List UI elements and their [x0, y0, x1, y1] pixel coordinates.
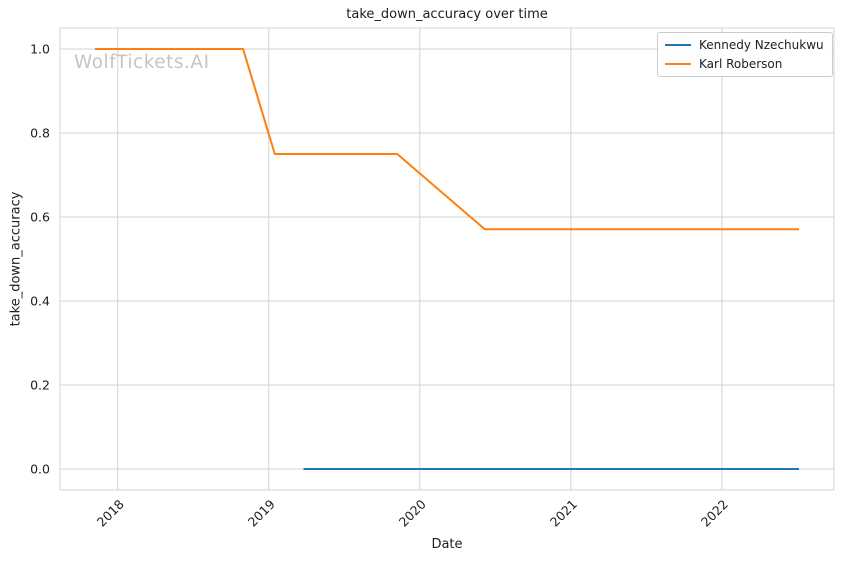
plot-border: [59, 27, 835, 491]
y-tick-label: 0.8: [30, 125, 50, 140]
legend-item: Karl Roberson: [665, 56, 824, 72]
x-tick-label: 2021: [547, 497, 580, 530]
y-tick-label: 0.2: [30, 377, 50, 392]
series-line-karl-roberson: [95, 48, 799, 231]
x-axis-label: Date: [431, 537, 463, 552]
legend-item: Kennedy Nzechukwu: [665, 37, 824, 53]
x-tick-label: 2020: [396, 496, 429, 529]
legend-label: Kennedy Nzechukwu: [699, 38, 824, 52]
x-tick-label: 2019: [245, 496, 278, 529]
legend-line-swatch: [665, 44, 691, 46]
legend: Kennedy Nzechukwu Karl Roberson: [657, 32, 833, 77]
y-tick-label: 0.4: [30, 293, 50, 308]
x-tick-label: 2018: [94, 496, 127, 529]
chart-title: take_down_accuracy over time: [346, 7, 548, 22]
watermark-text: WolfTickets.AI: [74, 52, 210, 73]
legend-line-swatch: [665, 63, 691, 65]
x-tick-label: 2022: [698, 497, 731, 530]
y-tick-label: 1.0: [30, 41, 50, 56]
legend-label: Karl Roberson: [699, 57, 783, 71]
y-tick-label: 0.6: [30, 209, 50, 224]
y-tick-label: 0.0: [30, 461, 50, 476]
